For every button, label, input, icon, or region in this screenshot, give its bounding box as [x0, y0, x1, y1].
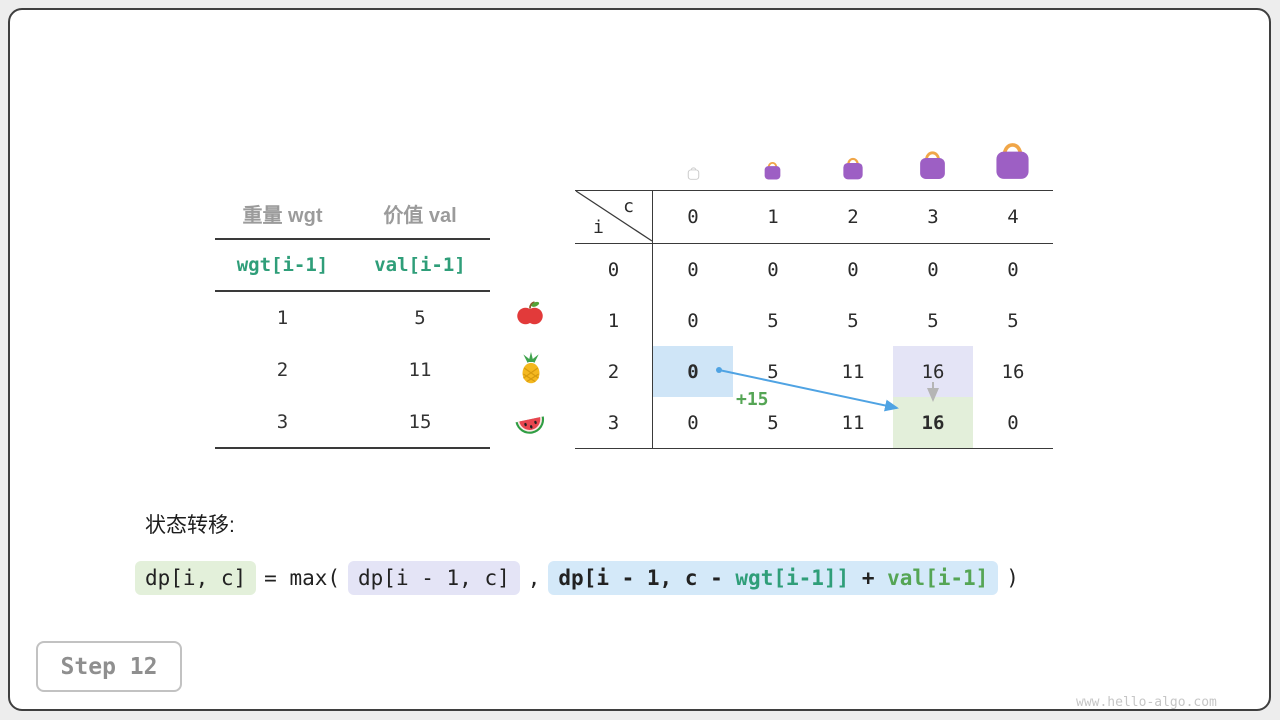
item-wgt-value: 3 [276, 410, 289, 433]
dp-row-header: 1 [575, 295, 653, 346]
dp-cell: 5 [927, 309, 939, 332]
dp-cell: 0 [847, 258, 859, 281]
dp-cell: 0 [687, 309, 699, 332]
watermark: www.hello-algo.com [1076, 695, 1217, 710]
dp-col-header: 3 [893, 191, 973, 244]
step-label: Step 12 [60, 653, 158, 680]
item-wgt-value: 2 [276, 359, 289, 381]
bag-icon-empty [686, 164, 701, 180]
dp-col-header: 2 [813, 191, 893, 244]
formula-operator: = max( [264, 566, 341, 590]
corner-col-label: c [623, 196, 634, 217]
formula-arg-take-val: val[i-1] [887, 566, 989, 590]
dp-cell: 11 [841, 411, 865, 434]
dp-cell: 16 [1001, 360, 1025, 383]
dp-cell-source: 0 [653, 346, 733, 397]
dp-cell: 5 [767, 411, 779, 434]
dp-cell: 0 [1007, 258, 1019, 281]
bag-icon-1 [762, 158, 783, 180]
dp-cell: 0 [927, 258, 939, 281]
state-transition-formula: dp[i, c] = max( dp[i - 1, c] , dp[i - 1,… [135, 561, 1019, 595]
item-val-value: 5 [414, 307, 426, 329]
bag-icon-4 [991, 135, 1034, 180]
item-table-header-val: 价值 val [350, 188, 490, 240]
pineapple-icon [514, 351, 548, 385]
item-table: 重量 wgt 价值 val wgt[i-1] val[i-1] 1 5 2 11… [215, 188, 490, 449]
dp-row-header: 0 [575, 244, 653, 295]
dp-table: c i 0 1 2 3 4 0 0 0 0 0 0 1 0 5 5 5 5 2 … [575, 190, 1053, 449]
dp-cell: 0 [687, 258, 699, 281]
dp-col-header: 0 [653, 191, 733, 244]
item-val-value: 11 [408, 359, 432, 381]
bag-icon-3 [916, 145, 949, 180]
dp-cell-pending: 0 [1007, 411, 1019, 434]
item-table-formula-wgt: wgt[i-1] [215, 240, 350, 292]
formula-lhs: dp[i, c] [135, 561, 257, 595]
dp-row-header: 3 [575, 397, 653, 448]
value-add-label: +15 [736, 389, 769, 410]
step-badge: Step 12 [36, 641, 182, 692]
item-val-value: 15 [408, 410, 432, 433]
dp-cell: 0 [687, 411, 699, 434]
formula-arg-take-plus: + [849, 566, 888, 590]
formula-close-paren: ) [1006, 566, 1019, 590]
formula-arg-take: dp[i - 1, c - wgt[i-1]] + val[i-1] [548, 561, 999, 595]
dp-cell: 11 [841, 360, 865, 383]
formula-comma: , [527, 566, 541, 590]
dp-cell-current: 16 [893, 397, 973, 448]
dp-corner-cell: c i [575, 191, 653, 244]
dp-col-header: 1 [733, 191, 813, 244]
item-table-header-wgt: 重量 wgt [215, 188, 350, 240]
dp-col-header: 4 [973, 191, 1053, 244]
item-table-formula-val: val[i-1] [350, 240, 490, 292]
dp-cell: 5 [767, 309, 779, 332]
formula-arg-take-wgt: wgt[i-1]] [735, 566, 850, 590]
dp-cell: 0 [767, 258, 779, 281]
formula-arg-take-prefix: dp[i - 1, c - [558, 566, 736, 590]
item-wgt-value: 1 [276, 307, 289, 329]
bag-icon-2 [840, 153, 866, 180]
apple-icon [515, 298, 545, 328]
dp-row-header: 2 [575, 346, 653, 397]
transition-heading: 状态转移: [145, 514, 235, 537]
dp-cell: 5 [847, 309, 859, 332]
dp-cell-above: 16 [893, 346, 973, 397]
dp-cell: 5 [1007, 309, 1019, 332]
formula-arg-above: dp[i - 1, c] [348, 561, 520, 595]
watermelon-icon [513, 404, 547, 438]
corner-row-label: i [593, 217, 604, 238]
